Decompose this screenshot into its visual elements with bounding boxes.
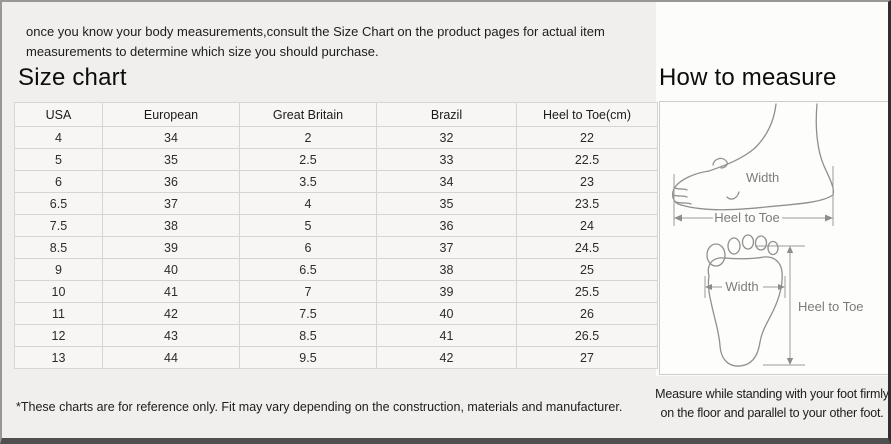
column-header: Brazil	[376, 102, 517, 127]
table-cell: 6	[14, 170, 103, 193]
table-cell: 41	[102, 280, 240, 303]
table-cell: 5	[239, 214, 377, 237]
table-cell: 40	[102, 258, 240, 281]
table-cell: 37	[376, 236, 517, 259]
top-heel-to-toe-label: Heel to Toe	[798, 299, 864, 314]
table-cell: 22.5	[516, 148, 658, 171]
table-cell: 23	[516, 170, 658, 193]
table-cell: 26.5	[516, 324, 658, 347]
table-cell: 22	[516, 126, 658, 149]
column-header: Great Britain	[239, 102, 377, 127]
table-cell: 4	[239, 192, 377, 215]
table-cell: 27	[516, 346, 658, 369]
table-cell: 34	[102, 126, 240, 149]
table-cell: 9.5	[239, 346, 377, 369]
table-row: 8.5 39 6 37 24.5	[14, 236, 658, 259]
table-cell: 3.5	[239, 170, 377, 193]
table-row: 13 44 9.5 42 27	[14, 346, 658, 369]
table-cell: 4	[14, 126, 103, 149]
table-cell: 26	[516, 302, 658, 325]
table-cell: 2.5	[239, 148, 377, 171]
table-cell: 9	[14, 258, 103, 281]
table-cell: 10	[14, 280, 103, 303]
table-cell: 7.5	[14, 214, 103, 237]
table-cell: 39	[376, 280, 517, 303]
table-cell: 23.5	[516, 192, 658, 215]
table-row: 4 34 2 32 22	[14, 126, 658, 149]
table-cell: 6.5	[239, 258, 377, 281]
intro-text: once you know your body measurements,con…	[26, 24, 605, 60]
table-cell: 6.5	[14, 192, 103, 215]
table-row: 11 42 7.5 40 26	[14, 302, 658, 325]
table-cell: 39	[102, 236, 240, 259]
table-cell: 43	[102, 324, 240, 347]
table-row: 12 43 8.5 41 26.5	[14, 324, 658, 347]
table-cell: 41	[376, 324, 517, 347]
table-cell: 42	[376, 346, 517, 369]
table-cell: 7	[239, 280, 377, 303]
table-cell: 24.5	[516, 236, 658, 259]
table-cell: 37	[102, 192, 240, 215]
measure-instructions: Measure while standing with your foot fi…	[655, 387, 889, 420]
table-cell: 36	[376, 214, 517, 237]
table-cell: 2	[239, 126, 377, 149]
side-width-label: Width	[746, 170, 779, 185]
table-cell: 35	[102, 148, 240, 171]
how-to-measure-title: How to measure	[659, 64, 837, 91]
table-cell: 5	[14, 148, 103, 171]
table-row: 10 41 7 39 25.5	[14, 280, 658, 303]
foot-side-view-diagram: Width Heel to Toe	[671, 103, 835, 226]
table-cell: 36	[102, 170, 240, 193]
table-cell: 12	[14, 324, 103, 347]
table-cell: 32	[376, 126, 517, 149]
table-row: 9 40 6.5 38 25	[14, 258, 658, 281]
table-cell: 40	[376, 302, 517, 325]
table-row: 7.5 38 5 36 24	[14, 214, 658, 237]
table-cell: 25	[516, 258, 658, 281]
table-cell: 24	[516, 214, 658, 237]
top-width-label: Width	[725, 279, 758, 294]
table-cell: 8.5	[239, 324, 377, 347]
table-row: 6 36 3.5 34 23	[14, 170, 658, 193]
side-heel-to-toe-label: Heel to Toe	[714, 210, 780, 225]
table-cell: 38	[102, 214, 240, 237]
table-cell: 11	[14, 302, 103, 325]
column-header: USA	[14, 102, 103, 127]
table-cell: 8.5	[14, 236, 103, 259]
header-row: USA European Great Britain Brazil Heel to To…	[14, 102, 658, 127]
table-cell: 25.5	[516, 280, 658, 303]
size-chart-table: USA European Great Britain Brazil Heel to To…	[14, 102, 658, 369]
measure-diagrams-panel: Width Heel to Toe	[659, 101, 888, 375]
table-cell: 35	[376, 192, 517, 215]
table-cell: 33	[376, 148, 517, 171]
column-header: Heel to Toe(cm)	[516, 102, 658, 127]
table-cell: 6	[239, 236, 377, 259]
foot-top-view-diagram: Width Heel to Toe	[704, 234, 864, 367]
table-cell: 42	[102, 302, 240, 325]
reference-footnote: *These charts are for reference only. Fi…	[16, 400, 623, 414]
size-chart-title: Size chart	[18, 64, 127, 91]
column-header: European	[102, 102, 240, 127]
table-cell: 38	[376, 258, 517, 281]
table-cell: 34	[376, 170, 517, 193]
table-row: 5 35 2.5 33 22.5	[14, 148, 658, 171]
table-cell: 7.5	[239, 302, 377, 325]
table-row: 6.5 37 4 35 23.5	[14, 192, 658, 215]
table-cell: 44	[102, 346, 240, 369]
table-cell: 13	[14, 346, 103, 369]
